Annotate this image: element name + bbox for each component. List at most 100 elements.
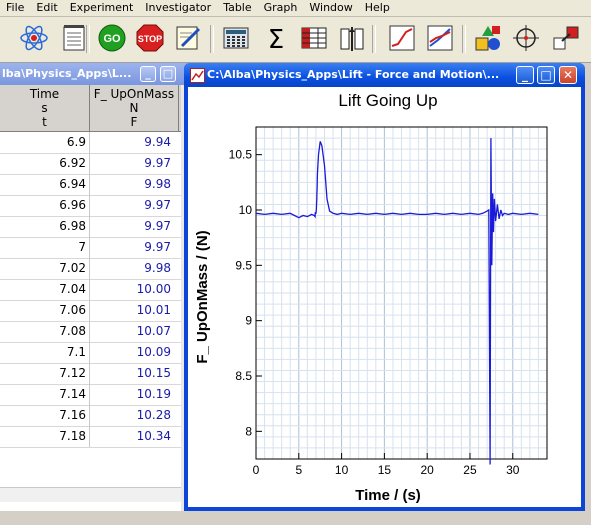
force-cell[interactable]: 10.09 [136, 345, 171, 359]
minimize-button[interactable]: _ [516, 66, 534, 84]
time-cell[interactable]: 6.98 [0, 216, 90, 237]
close-button[interactable]: ✕ [559, 66, 577, 84]
chart-title: Lift Going Up [338, 91, 437, 110]
time-cell[interactable]: 7.14 [0, 384, 90, 405]
x-tick-label: 20 [420, 463, 434, 477]
force-cell[interactable]: 10.15 [136, 366, 171, 380]
time-cell[interactable]: 7.06 [0, 300, 90, 321]
time-cell[interactable]: 7.18 [0, 426, 90, 447]
toolbar: GO STOP Σ [0, 17, 591, 63]
force-cell[interactable]: 9.98 [144, 177, 171, 191]
table-row[interactable]: 7.16 10.28 [0, 405, 181, 427]
force-cell[interactable]: 10.28 [136, 408, 171, 422]
table-row[interactable]: 7.1 10.09 [0, 342, 181, 364]
table-header: Time s t F_ UpOnMass N F [0, 85, 181, 132]
time-cell[interactable]: 7.04 [0, 279, 90, 300]
table-row[interactable]: 7.12 10.15 [0, 363, 181, 385]
table-window-title: lba\Physics_Apps\L... [2, 67, 132, 80]
column-unit: s [41, 101, 48, 115]
time-cell[interactable]: 6.9 [0, 132, 90, 153]
sigma-icon[interactable]: Σ [260, 22, 292, 54]
force-cell[interactable]: 9.94 [144, 135, 171, 149]
table-row[interactable]: 7 9.97 [0, 237, 181, 259]
menu-item-table[interactable]: Table [223, 1, 252, 14]
columns-icon[interactable] [336, 22, 368, 54]
menu-item-file[interactable]: File [6, 1, 25, 14]
time-cell[interactable]: 6.96 [0, 195, 90, 216]
time-cell[interactable]: 7.08 [0, 321, 90, 342]
x-tick-label: 5 [295, 463, 302, 477]
time-cell[interactable]: 7 [0, 237, 90, 258]
menu-item-edit[interactable]: Edit [36, 1, 58, 14]
force-time-chart[interactable]: Lift Going Up Time / (s) F_ UpOnMass / (… [188, 87, 581, 507]
time-cell[interactable]: 7.1 [0, 342, 90, 363]
toolbar-separator [462, 25, 466, 53]
time-cell[interactable]: 6.92 [0, 153, 90, 174]
time-cell[interactable]: 7.02 [0, 258, 90, 279]
table-row[interactable]: 7.14 10.19 [0, 384, 181, 406]
graph-window-titlebar[interactable]: C:\Alba\Physics_Apps\Lift - Force and Mo… [184, 63, 585, 87]
column-name: Time [29, 87, 60, 101]
menu-item-experiment[interactable]: Experiment [69, 1, 134, 14]
menu-item-investigator[interactable]: Investigator [145, 1, 212, 14]
minimize-button[interactable]: _ [140, 66, 156, 82]
y-tick-label: 10 [239, 203, 253, 217]
time-cell[interactable]: 7.12 [0, 363, 90, 384]
vertical-scrollbar[interactable] [181, 85, 186, 525]
graph-fit-icon[interactable] [424, 22, 456, 54]
time-cell[interactable]: 6.94 [0, 174, 90, 195]
maximize-button[interactable]: □ [160, 66, 176, 82]
go-icon-label: GO [103, 33, 121, 45]
force-cell[interactable]: 9.97 [144, 240, 171, 254]
table-row[interactable]: 6.96 9.97 [0, 195, 181, 217]
table-row[interactable]: 6.9 9.94 [0, 132, 181, 154]
toolbar-separator [372, 25, 376, 53]
y-axis-label: F_ UpOnMass / (N) [194, 230, 211, 363]
force-cell[interactable]: 9.97 [144, 156, 171, 170]
force-cell[interactable]: 10.34 [136, 429, 171, 443]
graph-window: C:\Alba\Physics_Apps\Lift - Force and Mo… [184, 63, 585, 511]
graph-window-icon [190, 68, 205, 83]
column-unit: N [129, 101, 139, 115]
graph-area[interactable]: Lift Going Up Time / (s) F_ UpOnMass / (… [188, 87, 581, 507]
menu-item-help[interactable]: Help [364, 1, 390, 14]
table-icon[interactable] [298, 22, 330, 54]
crosshair-icon[interactable] [510, 22, 542, 54]
menu-item-graph[interactable]: Graph [263, 1, 298, 14]
link-icon[interactable] [550, 22, 582, 54]
x-tick-label: 15 [378, 463, 392, 477]
table-window-titlebar[interactable]: lba\Physics_Apps\L... _ □ [0, 63, 186, 85]
horizontal-scrollbar[interactable] [0, 487, 181, 502]
menu-item-window[interactable]: Window [309, 1, 353, 14]
calculator-icon[interactable] [220, 22, 252, 54]
force-cell[interactable]: 10.00 [136, 282, 171, 296]
force-cell[interactable]: 10.07 [136, 324, 171, 338]
time-cell[interactable]: 7.16 [0, 405, 90, 426]
toolbar-separator [86, 25, 90, 53]
force-cell[interactable]: 9.97 [144, 219, 171, 233]
table-row[interactable]: 7.08 10.07 [0, 321, 181, 343]
table-row[interactable]: 7.06 10.01 [0, 300, 181, 322]
stop-icon[interactable]: STOP [134, 22, 166, 54]
column-header-time[interactable]: Time s t [0, 85, 90, 131]
table-row[interactable]: 6.92 9.97 [0, 153, 181, 175]
y-tick-label: 8.5 [235, 369, 252, 383]
column-header-force[interactable]: F_ UpOnMass N F [90, 85, 179, 131]
force-cell[interactable]: 10.01 [136, 303, 171, 317]
force-cell[interactable]: 9.97 [144, 198, 171, 212]
table-row[interactable]: 7.02 9.98 [0, 258, 181, 280]
go-icon[interactable]: GO [96, 22, 128, 54]
column-symbol: F [130, 115, 138, 129]
notepad-icon[interactable] [58, 22, 90, 54]
table-row[interactable]: 6.94 9.98 [0, 174, 181, 196]
edit-note-icon[interactable] [172, 22, 204, 54]
table-row[interactable]: 7.18 10.34 [0, 426, 181, 448]
force-cell[interactable]: 9.98 [144, 261, 171, 275]
graph-icon[interactable] [386, 22, 418, 54]
force-cell[interactable]: 10.19 [136, 387, 171, 401]
shapes-icon[interactable] [472, 22, 504, 54]
maximize-button[interactable]: □ [537, 66, 555, 84]
table-row[interactable]: 6.98 9.97 [0, 216, 181, 238]
atom-icon[interactable] [18, 22, 50, 54]
table-row[interactable]: 7.04 10.00 [0, 279, 181, 301]
